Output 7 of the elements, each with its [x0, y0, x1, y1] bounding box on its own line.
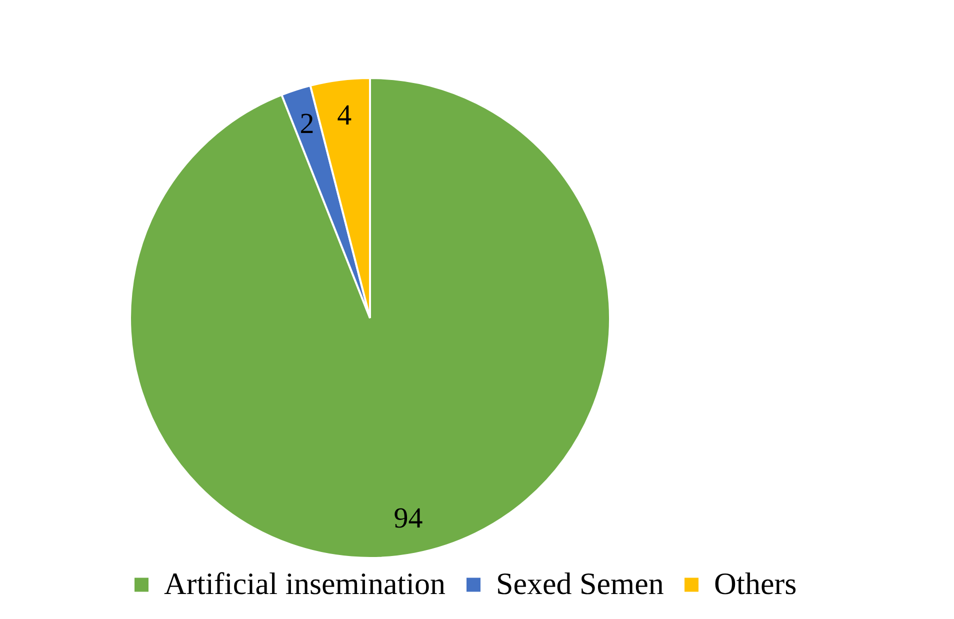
legend-label: Artificial insemination — [164, 566, 446, 601]
data-label: 94 — [394, 502, 424, 534]
pie-slice — [129, 77, 611, 559]
data-label: 4 — [337, 100, 352, 132]
legend-label: Sexed Semen — [496, 566, 664, 601]
legend-label: Others — [714, 566, 797, 601]
data-label: 2 — [300, 108, 314, 140]
